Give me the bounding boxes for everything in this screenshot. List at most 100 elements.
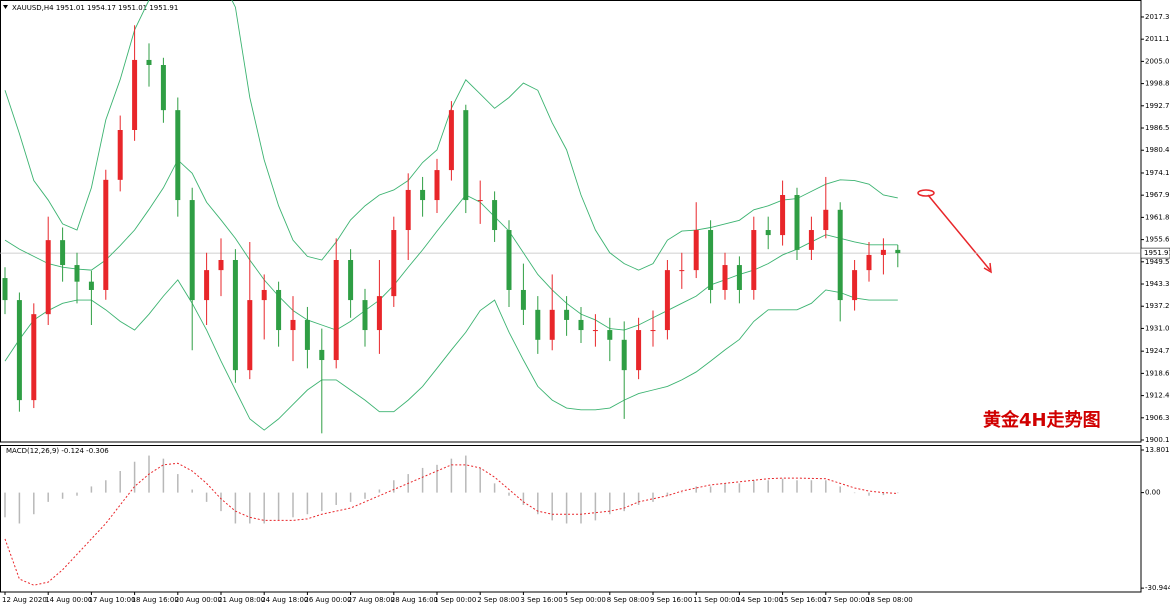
y-tick-label: 2011.15: [1145, 35, 1170, 43]
macd-bar: [61, 492, 64, 499]
candle-body: [333, 260, 339, 361]
candle-body: [434, 170, 440, 201]
candle-body: [520, 289, 526, 310]
macd-bar: [580, 492, 582, 524]
candle-body: [117, 130, 123, 180]
x-tick-label: 3 Sep 16:00: [520, 596, 562, 604]
candle-body: [664, 270, 670, 331]
macd-bar: [234, 492, 237, 524]
macd-bar: [537, 492, 539, 515]
macd-bar: [33, 492, 35, 515]
macd-bar: [695, 486, 697, 493]
macd-bar: [306, 492, 309, 515]
x-tick-label: 26 Aug 00:00: [304, 596, 351, 604]
macd-title: MACD(12,26,9) -0.124 -0.306: [6, 447, 109, 455]
candle-body: [160, 65, 166, 111]
macd-bar: [349, 492, 352, 502]
candle-body: [60, 240, 66, 266]
candle-body: [751, 230, 757, 290]
macd-bar: [551, 492, 553, 521]
candle-body: [448, 110, 454, 171]
band-lower: [4, 279, 898, 431]
macd-bar: [220, 492, 222, 512]
y-tick-label: 1992.70: [1145, 102, 1170, 110]
main-panel: [0, 0, 1142, 443]
y-tick-label: 1931.05: [1145, 324, 1170, 332]
candle-body: [866, 254, 872, 271]
macd-bar: [508, 492, 510, 496]
candle-body: [895, 249, 901, 254]
macd-bar: [133, 461, 136, 493]
y-tick-label: 1906.30: [1145, 414, 1170, 422]
macd-bar: [321, 492, 323, 512]
candle-body: [247, 300, 253, 371]
candle-body: [679, 270, 685, 272]
x-tick-label: 14 Aug 00:00: [45, 596, 92, 604]
macd-bar: [724, 483, 726, 493]
candle-body: [880, 249, 886, 255]
macd-bar: [90, 486, 93, 493]
y-tick-label: 1943.35: [1145, 280, 1170, 288]
y-tick-label: 0.00: [1145, 489, 1161, 497]
candle-body: [621, 339, 627, 371]
candle-body: [232, 260, 238, 371]
x-tick-label: 20 Aug 00:00: [175, 596, 222, 604]
symbol-title: XAUUSD,H4 1951.01 1954.17 1951.01 1951.9…: [12, 4, 178, 12]
macd-bar: [753, 480, 755, 493]
macd-bar: [162, 458, 165, 493]
macd-bar: [378, 489, 381, 493]
macd-bar: [47, 492, 49, 502]
macd-bar: [609, 492, 611, 515]
macd-bar: [393, 480, 395, 493]
price-plot: [0, 0, 1141, 434]
x-tick-label: 18 Aug 16:00: [132, 596, 179, 604]
candle-body: [204, 270, 210, 301]
candle-body: [189, 200, 195, 301]
y-tick-label: 1900.15: [1145, 436, 1170, 444]
macd-bar: [565, 492, 568, 524]
candle-body: [808, 230, 814, 250]
macd-bar: [522, 492, 525, 505]
x-tick-label: 2 Sep 08:00: [477, 596, 519, 604]
candle-body: [708, 230, 714, 290]
candle-body: [376, 296, 382, 331]
macd-bar: [493, 483, 496, 493]
candle-body: [132, 59, 138, 130]
macd-bar: [421, 467, 424, 493]
macd-bar: [205, 492, 208, 502]
candle-body: [88, 281, 94, 290]
macd-bar: [825, 480, 827, 493]
candle-body: [16, 300, 22, 401]
candle-body: [175, 110, 181, 201]
candle-body: [549, 309, 555, 340]
x-tick-label: 8 Sep 08:00: [607, 596, 649, 604]
macd-bar: [594, 492, 597, 521]
macd-bar: [897, 492, 899, 494]
candle-body: [420, 189, 426, 201]
candle-body: [535, 309, 541, 340]
x-tick-label: 28 Aug 16:00: [391, 596, 438, 604]
y-tick-label: 1937.20: [1145, 302, 1170, 310]
arrow-start: [917, 189, 935, 197]
macd-bar: [882, 492, 885, 496]
candle-body: [765, 230, 771, 236]
macd-bar: [853, 492, 856, 494]
candle-body: [391, 230, 397, 297]
macd-bar: [781, 478, 784, 493]
macd-bar: [450, 458, 453, 493]
candle-body: [607, 330, 613, 340]
macd-plot: [4, 455, 899, 586]
candle-body: [592, 330, 598, 332]
candle-body: [304, 319, 310, 350]
y-tick-label: 1961.80: [1145, 213, 1170, 221]
x-tick-label: 27 Aug 08:00: [348, 596, 395, 604]
macd-bar: [277, 492, 280, 521]
macd-bar: [868, 492, 870, 496]
candle-body: [218, 260, 224, 271]
candle-body: [650, 330, 656, 332]
candle-body: [477, 200, 483, 202]
macd-bar: [177, 474, 179, 493]
title-icon: [3, 5, 8, 9]
